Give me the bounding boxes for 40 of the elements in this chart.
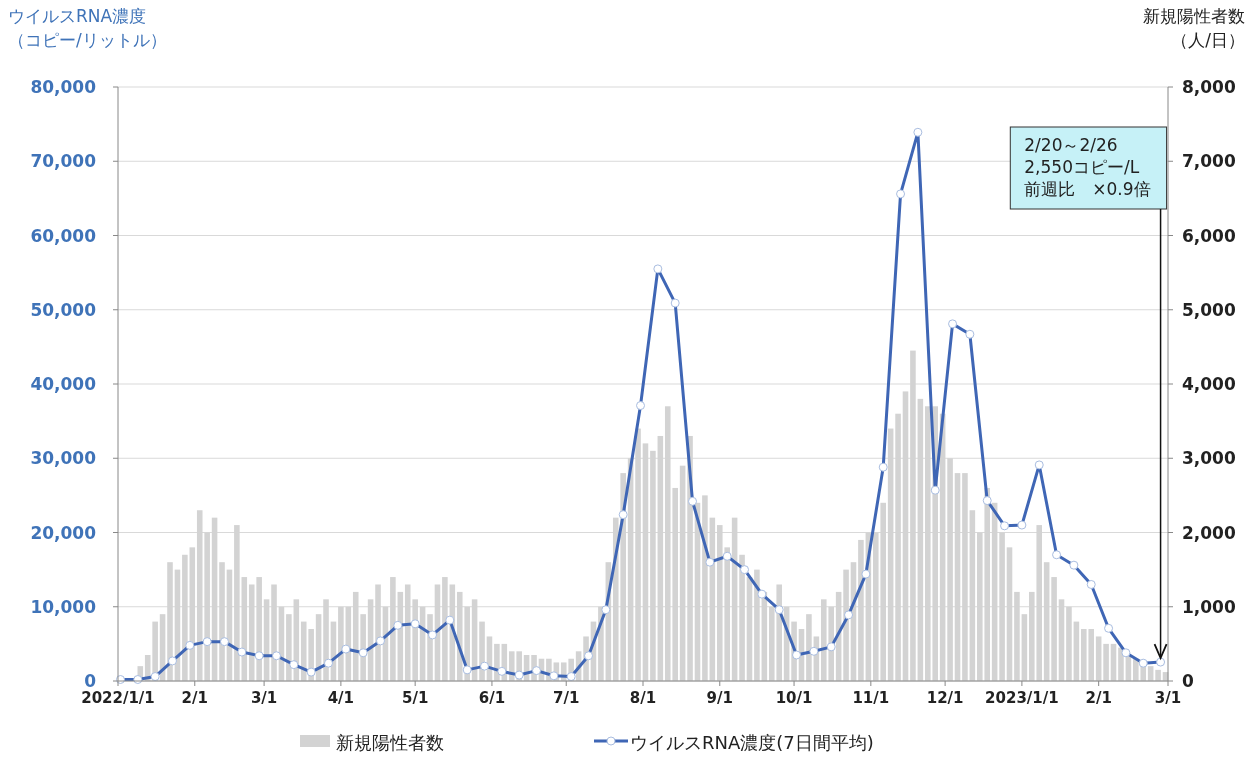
y-tick-label: 40,000 [30,374,97,394]
y-tick-label: 70,000 [30,151,97,172]
x-tick-label: 3/1 [1154,689,1182,707]
y-tick-label: 50,000 [30,299,97,320]
y-tick-label: 80,000 [30,77,97,97]
x-tick-label: 3/1 [250,689,278,707]
x-tick-label: 7/1 [553,689,580,707]
y-tick-label: 10,000 [30,596,97,617]
y2-tick-label: 0 [1182,671,1194,691]
x-tick-label: 5/1 [401,689,429,707]
y2-tick-label: 4,000 [1182,374,1236,394]
legend-label: ウイルスRNA濃度(7日間平均) [630,732,874,753]
y2-tick-label: 5,000 [1182,299,1236,320]
y-axis-title: ウイルスRNA濃度（コピー/リットル） [8,6,167,50]
annotation: 2/20～2/26 2,550コピー/L 前週比 ×0.9倍 [1024,135,1151,199]
y-tick-label: 30,000 [30,448,97,469]
x-tick-label: 2/1 [181,689,208,707]
x-tick-label: 2/1 [1085,689,1112,707]
x-tick-label: 8/1 [629,689,657,707]
legend-label: 新規陽性者数 [336,732,444,753]
y2-tick-label: 3,000 [1182,448,1236,469]
y2-tick-label: 8,000 [1182,77,1236,97]
x-tick-label: 4/1 [327,689,355,707]
x-tick-label: 12/1 [926,689,964,707]
bar [1103,643,1109,681]
annotation-box: 2/20～2/26 2,550コピー/L 前週比 ×0.9倍 [1009,126,1168,210]
y2-tick-label: 6,000 [1182,225,1236,246]
y-tick-label: 60,000 [30,225,97,246]
y2-tick-label: 1,000 [1182,596,1236,617]
x-tick-label: 11/1 [852,689,890,707]
y2-tick-label: 2,000 [1182,522,1236,543]
x-tick-label: 9/1 [706,689,733,707]
x-tick-label: 10/1 [775,689,813,707]
y-tick-label: 20,000 [30,522,97,543]
y2-axis-title: 新規陽性者数（人/日） [1143,6,1245,50]
y-tick-label: 0 [84,671,97,691]
x-tick-label: 6/1 [478,689,506,707]
y2-tick-label: 7,000 [1182,151,1236,172]
x-tick-label: 2023/1/1 [985,689,1059,707]
x-tick-label: 2022/1/1 [81,689,155,707]
